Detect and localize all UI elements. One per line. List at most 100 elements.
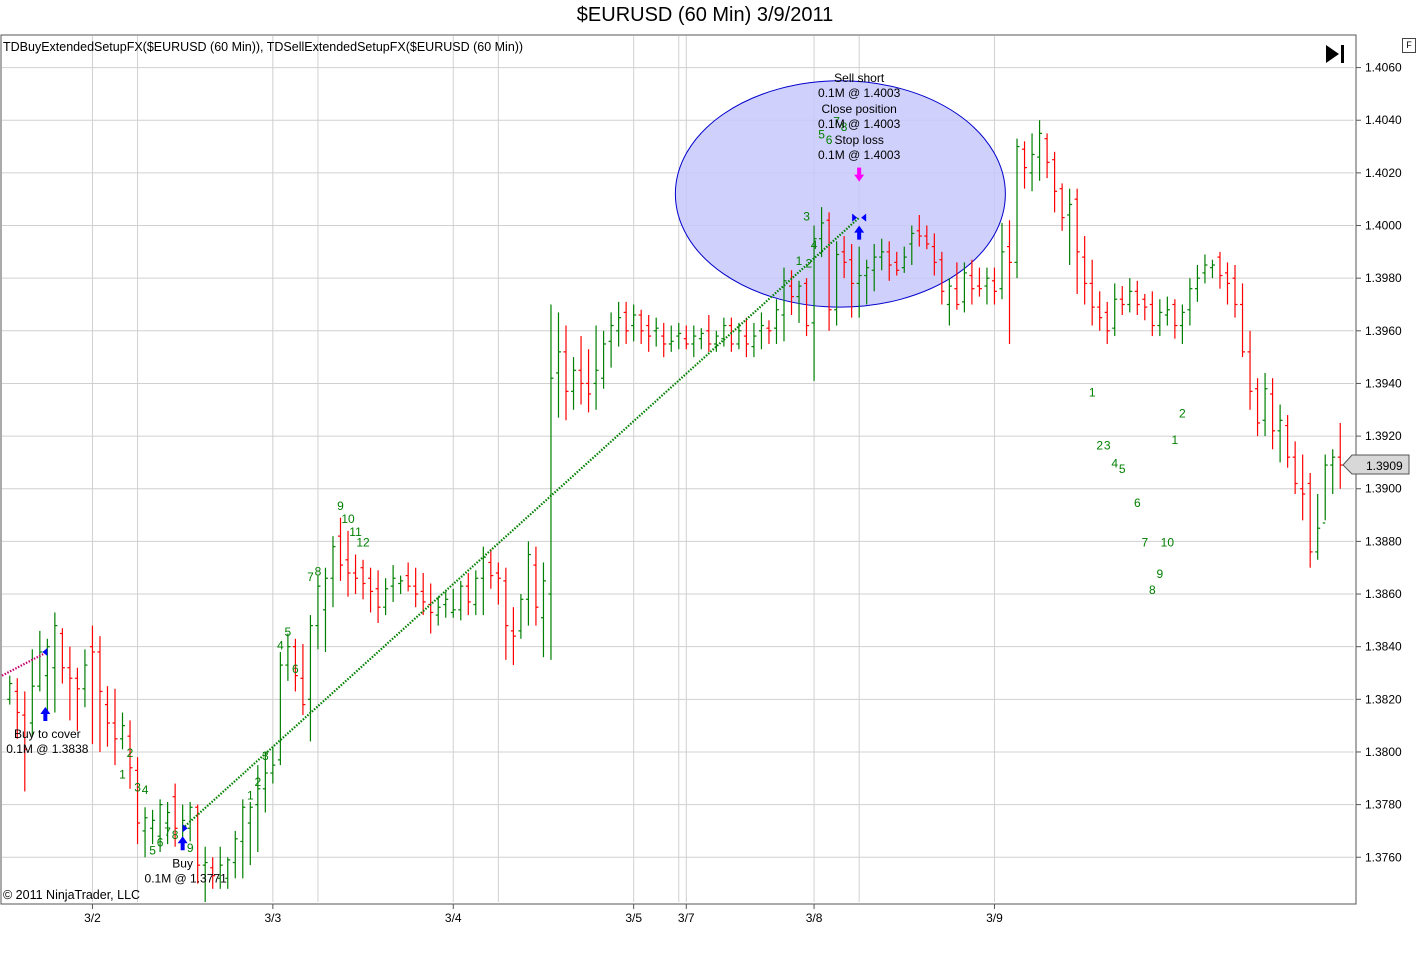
ohlc-bar (1022, 141, 1028, 189)
ohlc-bar (398, 575, 404, 595)
ohlc-bar (571, 357, 577, 410)
x-tick-label: 3/4 (445, 911, 462, 925)
ohlc-bar (345, 530, 351, 597)
ohlc-bar (1067, 188, 1073, 266)
x-tick-label: 3/2 (84, 911, 101, 925)
ohlc-bar (518, 594, 524, 639)
y-tick-label: 1.3980 (1365, 271, 1402, 285)
ohlc-bar (578, 336, 584, 405)
ohlc-bar (676, 322, 682, 350)
ohlc-bar (781, 267, 787, 342)
grid-layer (2, 36, 1354, 902)
ohlc-bar (1037, 120, 1043, 181)
td-count-label: 8 (172, 828, 179, 842)
ohlc-bar (894, 251, 900, 276)
ohlc-bar (435, 596, 441, 626)
ohlc-bar (210, 857, 216, 889)
ohlc-bar (202, 846, 208, 902)
x-tick-label: 3/8 (806, 911, 823, 925)
ohlc-bar (653, 317, 659, 347)
ohlc-bar (743, 317, 749, 358)
td-count-label: 6 (1134, 496, 1141, 510)
ohlc-bar (563, 325, 569, 421)
ohlc-bar (1277, 404, 1283, 463)
ohlc-bar (819, 207, 825, 258)
ohlc-bar (450, 588, 456, 618)
td-count-label: 3 (1104, 438, 1111, 452)
ohlc-bar (1149, 291, 1155, 337)
ohlc-bar (533, 546, 539, 626)
trade-line (181, 216, 860, 830)
ohlc-bar (1224, 262, 1230, 305)
ohlc-bar (1240, 283, 1246, 358)
ohlc-bar (495, 562, 501, 605)
ohlc-bar (1270, 378, 1276, 450)
ohlc-bar (1307, 472, 1313, 568)
chart-title: $EURUSD (60 Min) 3/9/2011 (576, 4, 834, 26)
ohlc-bar (1134, 280, 1140, 316)
ohlc-bar (1179, 304, 1185, 344)
ohlc-bar (999, 222, 1005, 300)
skip-to-end-icon[interactable] (1326, 45, 1344, 63)
ohlc-bar (991, 267, 997, 305)
trade-label: 0.1M @ 1.3838 (6, 742, 89, 756)
td-count-label: 4 (811, 238, 818, 252)
ohlc-bar (322, 567, 328, 652)
ohlc-bar (74, 667, 80, 731)
td-count-label: 6 (826, 133, 833, 147)
ohlc-bar (976, 267, 982, 297)
ohlc-bar (368, 567, 374, 613)
trade-highlight (674, 80, 1006, 308)
td-count-label: 9 (1156, 567, 1163, 581)
f-button[interactable]: F (1402, 38, 1416, 53)
fill-mark-icon (861, 213, 867, 222)
ohlc-bar (879, 238, 885, 271)
td-count-label: 4 (1111, 457, 1118, 471)
ohlc-bar (1052, 151, 1058, 213)
td-count-label: 3 (262, 749, 269, 763)
ohlc-bar (1089, 259, 1095, 326)
ohlc-bar (706, 315, 712, 352)
td-count-label: 10 (1161, 536, 1175, 550)
ohlc-bar (864, 259, 870, 305)
td-count-label: 1 (1089, 386, 1096, 400)
y-tick-label: 1.3900 (1365, 482, 1402, 496)
td-count-label: 7 (307, 570, 314, 584)
trade-label: 0.1M @ 1.4003 (818, 117, 901, 131)
ohlc-bar (135, 757, 141, 845)
y-tick-label: 1.3880 (1365, 534, 1402, 548)
td-count-label: 4 (142, 783, 149, 797)
td-count-label: 4 (277, 638, 284, 652)
td-count-label: 9 (187, 841, 194, 855)
ohlc-bar (773, 299, 779, 344)
ohlc-bar (713, 330, 719, 352)
ohlc-bar (1059, 183, 1065, 231)
y-tick-label: 1.3780 (1365, 798, 1402, 812)
ohlc-bar (97, 636, 103, 752)
ohlc-bar (240, 799, 246, 879)
ohlc-bar (104, 686, 110, 747)
ohlc-bar (751, 322, 757, 358)
buy-arrow-icon (177, 836, 188, 851)
td-count-label: 5 (285, 625, 292, 639)
td-count-label: 7 (1141, 536, 1148, 550)
ohlc-bar (270, 746, 276, 784)
ohlc-bar (315, 575, 321, 650)
td-count-label: 8 (841, 120, 848, 134)
ohlc-bar (1315, 494, 1321, 560)
last-price-marker: 1.3909 (1342, 454, 1410, 475)
ohlc-bar (120, 712, 126, 750)
x-tick-label: 3/9 (986, 911, 1003, 925)
trade-label: Buy (172, 856, 193, 870)
ohlc-bar (1262, 372, 1268, 437)
ohlc-bar (247, 801, 253, 866)
trade-label: Sell short (834, 71, 885, 85)
td-count-label: 1 (247, 788, 254, 802)
ohlc-bar (1209, 259, 1215, 279)
ohlc-bar (638, 309, 644, 344)
y-tick-label: 1.3960 (1365, 324, 1402, 338)
ohlc-bar (548, 304, 554, 660)
ohlc-bar (540, 562, 546, 658)
